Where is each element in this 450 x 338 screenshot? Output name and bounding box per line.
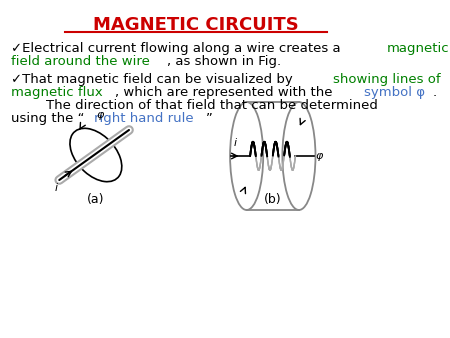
Text: symbol φ: symbol φ	[364, 86, 425, 99]
Text: The direction of that field that can be determined: The direction of that field that can be …	[46, 99, 378, 112]
Text: i: i	[54, 183, 57, 193]
Text: MAGNETIC CIRCUITS: MAGNETIC CIRCUITS	[93, 16, 299, 34]
Text: i: i	[234, 138, 237, 148]
Text: ”: ”	[206, 112, 213, 125]
Text: ✓That magnetic field can be visualized by: ✓That magnetic field can be visualized b…	[11, 73, 297, 86]
Text: using the “: using the “	[11, 112, 85, 125]
Text: magnetic: magnetic	[387, 42, 450, 55]
Text: ✓Electrical current flowing along a wire creates a: ✓Electrical current flowing along a wire…	[11, 42, 345, 55]
Text: magnetic flux: magnetic flux	[11, 86, 103, 99]
Text: , as shown in Fig.: , as shown in Fig.	[167, 55, 282, 68]
Text: (a): (a)	[87, 193, 104, 206]
Text: field around the wire: field around the wire	[11, 55, 150, 68]
Text: .: .	[432, 86, 436, 99]
Text: φ: φ	[97, 110, 104, 120]
Text: right hand rule: right hand rule	[94, 112, 194, 125]
Text: , which are represented with the: , which are represented with the	[114, 86, 336, 99]
Text: showing lines of: showing lines of	[333, 73, 441, 86]
Text: (b): (b)	[264, 193, 282, 206]
Text: φ: φ	[315, 151, 323, 161]
